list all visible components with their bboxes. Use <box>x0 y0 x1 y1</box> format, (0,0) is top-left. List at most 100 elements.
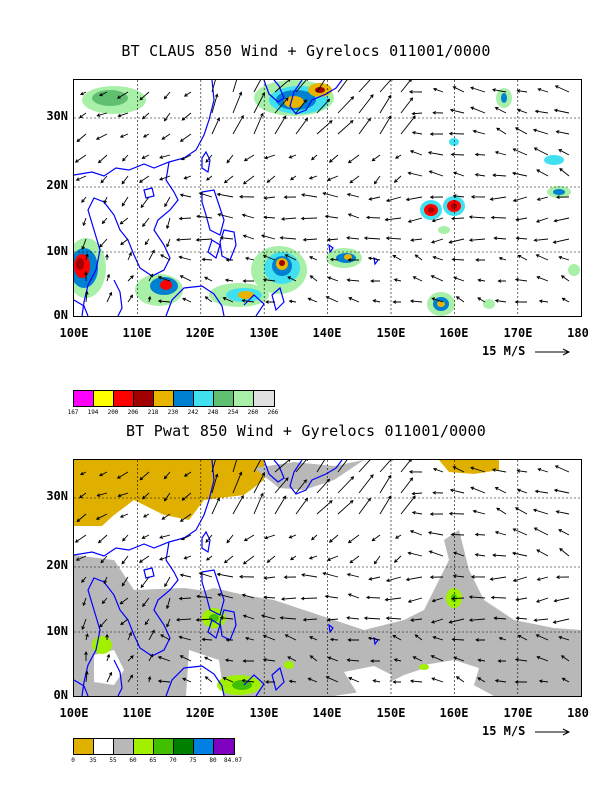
wind-arrow <box>395 154 402 159</box>
wind-arrow <box>139 91 150 101</box>
wind-arrow <box>379 460 393 473</box>
colorbar-label: 55 <box>109 757 117 764</box>
wind-arrow <box>367 256 381 261</box>
wind-arrow <box>263 576 276 580</box>
wind-arrow <box>555 195 570 199</box>
wind-arrow <box>101 597 108 605</box>
wind-arrow <box>470 86 486 93</box>
wind-arrow <box>99 238 108 248</box>
wind-arrow <box>470 106 486 114</box>
wind-arrow <box>409 149 423 156</box>
wind-arrow <box>409 299 423 303</box>
wind-arrow <box>453 171 465 177</box>
wind-arrow <box>448 511 465 516</box>
colorbar-label: 194 <box>87 409 99 416</box>
wind-arrow <box>211 80 216 93</box>
wind-arrow <box>358 497 371 515</box>
wind-arrow <box>536 275 549 282</box>
wind-arrow <box>225 258 234 262</box>
wind-arrow <box>224 658 234 663</box>
wind-arrow <box>533 147 549 156</box>
coastline-segment <box>328 623 334 634</box>
wind-arrow <box>470 575 486 579</box>
colorbar-swatch <box>174 391 194 406</box>
wind-arrow <box>121 196 129 207</box>
wind-arrow <box>241 593 255 599</box>
wind-arrow <box>337 119 354 135</box>
wind-arrow <box>491 468 507 473</box>
wind-arrow <box>533 618 549 622</box>
y-tick-label: 20N <box>46 178 68 192</box>
wind-arrow <box>405 196 423 202</box>
wind-arrow <box>379 94 392 114</box>
wind-arrow <box>301 193 318 198</box>
y-tick-label: 0N <box>53 688 68 702</box>
wind-arrow <box>379 80 393 93</box>
wind-arrow <box>263 595 276 600</box>
wind-arrow <box>347 258 360 262</box>
wind-arrow <box>241 298 255 303</box>
wind-arrow <box>393 278 402 282</box>
pwat-map-svg <box>74 460 581 696</box>
wind-arrow <box>430 655 444 662</box>
coastline-segment <box>81 161 179 316</box>
wind-arrow <box>515 597 528 602</box>
wind-arrow <box>514 680 527 684</box>
wind-arrow <box>196 594 213 599</box>
wind-arrow <box>455 676 465 683</box>
wind-arrow <box>302 237 318 242</box>
wind-arrow <box>474 553 486 557</box>
wind-arrow <box>127 674 134 683</box>
wind-arrow <box>290 175 297 181</box>
wind-arrow <box>157 299 171 304</box>
wind-arrow <box>427 530 444 536</box>
wind-arrow <box>475 638 486 642</box>
coastline-segment <box>74 460 215 557</box>
wind-arrow <box>558 149 570 156</box>
wind-arrow <box>144 238 150 246</box>
wind-arrow <box>201 257 213 262</box>
wind-arrow <box>144 618 150 626</box>
wind-arrow <box>100 555 108 564</box>
wind-arrow <box>393 555 402 563</box>
wind-arrow <box>211 497 220 515</box>
wind-arrow <box>451 257 465 262</box>
wind-arrow <box>537 467 549 473</box>
wind-arrow <box>407 551 423 557</box>
wind-arrow <box>310 154 318 161</box>
wind-arrow <box>455 296 465 303</box>
colorbar-swatch <box>94 391 114 406</box>
wind-arrow <box>346 658 360 662</box>
wind-arrow <box>385 616 402 621</box>
wind-arrow <box>308 175 318 180</box>
wind-arrow <box>262 277 276 282</box>
coastline-segment <box>328 243 334 254</box>
wind-arrow <box>363 236 381 240</box>
wind-arrow <box>558 255 570 261</box>
wind-arrow <box>106 653 111 662</box>
x-tick-label: 130E <box>249 706 279 720</box>
wind-arrow <box>163 91 171 100</box>
wind-arrow <box>326 555 339 561</box>
x-tick-label: 160E <box>439 326 469 340</box>
wind-arrow <box>283 575 297 579</box>
wind-arrow <box>309 655 318 662</box>
colorbar-swatch <box>194 391 214 406</box>
cloud-top-temperature-fill <box>74 80 580 316</box>
wind-arrow <box>160 254 171 261</box>
wind-arrow <box>534 109 549 114</box>
wind-arrow <box>116 91 129 99</box>
wind-arrow <box>555 130 570 135</box>
wind-arrow <box>163 112 171 122</box>
wind-arrow <box>410 238 423 242</box>
wind-vectors <box>74 460 570 684</box>
wind-arrow <box>159 555 171 561</box>
wind-arrow <box>514 127 528 135</box>
wind-arrow <box>492 553 507 558</box>
wind-arrow <box>477 297 486 303</box>
colorbar-label: 84.07 <box>223 757 243 764</box>
wind-arrow <box>392 680 401 684</box>
colorbar-swatch <box>74 739 94 754</box>
wind-arrow <box>287 656 297 662</box>
wind-arrow <box>558 635 570 641</box>
